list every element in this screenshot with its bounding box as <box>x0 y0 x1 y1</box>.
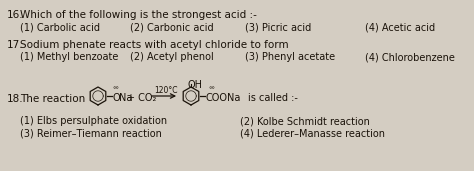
Text: (4) Acetic acid: (4) Acetic acid <box>365 22 435 32</box>
Text: is called :-: is called :- <box>248 93 298 103</box>
Text: OH: OH <box>188 80 203 90</box>
Text: (4) Chlorobenzene: (4) Chlorobenzene <box>365 52 455 62</box>
Text: (3) Reimer–Tiemann reaction: (3) Reimer–Tiemann reaction <box>20 128 162 138</box>
Text: (1) Methyl benzoate: (1) Methyl benzoate <box>20 52 118 62</box>
Text: The reaction: The reaction <box>20 94 85 104</box>
Text: 16.: 16. <box>7 10 24 20</box>
Text: Na: Na <box>119 93 132 103</box>
Text: °°: °° <box>112 88 119 94</box>
Text: (4) Lederer–Manasse reaction: (4) Lederer–Manasse reaction <box>240 128 385 138</box>
Text: COONa: COONa <box>206 93 241 103</box>
Text: + CO₂: + CO₂ <box>127 93 156 103</box>
Text: Which of the following is the strongest acid :-: Which of the following is the strongest … <box>20 10 257 20</box>
Text: 18.: 18. <box>7 94 24 104</box>
Text: (2) Carbonic acid: (2) Carbonic acid <box>130 22 214 32</box>
Text: (3) Phenyl acetate: (3) Phenyl acetate <box>245 52 335 62</box>
Text: (1) Elbs persulphate oxidation: (1) Elbs persulphate oxidation <box>20 116 167 126</box>
Text: (2) Acetyl phenol: (2) Acetyl phenol <box>130 52 214 62</box>
Text: 17.: 17. <box>7 40 24 50</box>
Text: (3) Picric acid: (3) Picric acid <box>245 22 311 32</box>
Text: (2) Kolbe Schmidt reaction: (2) Kolbe Schmidt reaction <box>240 116 370 126</box>
Text: °°: °° <box>208 88 215 94</box>
Text: Sodium phenate reacts with acetyl chloride to form: Sodium phenate reacts with acetyl chlori… <box>20 40 289 50</box>
Text: O: O <box>113 93 120 103</box>
Text: 120°C: 120°C <box>154 86 177 95</box>
Text: (1) Carbolic acid: (1) Carbolic acid <box>20 22 100 32</box>
